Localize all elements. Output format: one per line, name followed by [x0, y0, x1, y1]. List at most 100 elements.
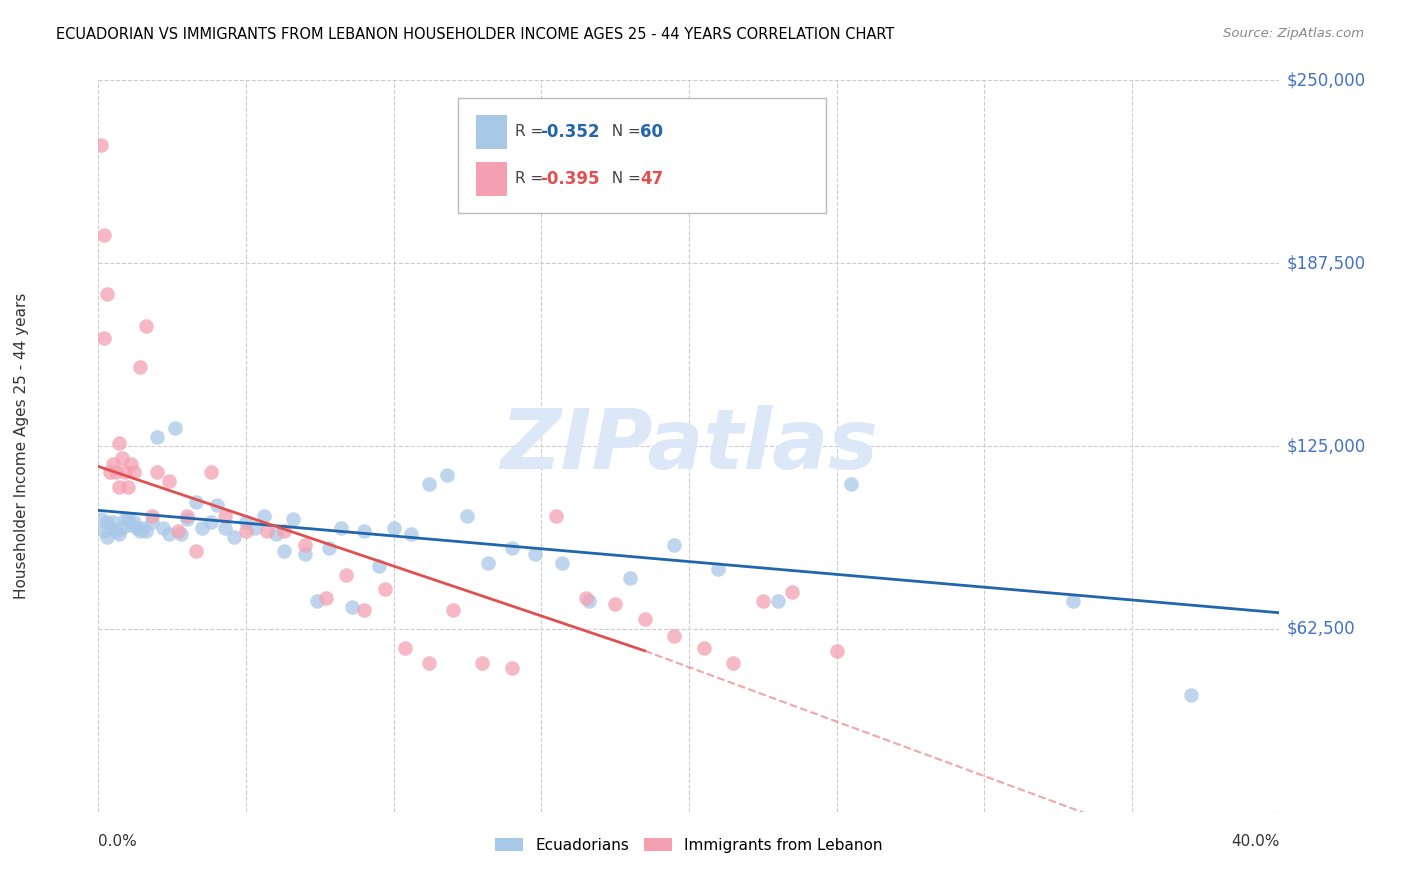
Text: R =: R = — [515, 171, 548, 186]
Point — [707, 562, 730, 576]
Point — [825, 644, 848, 658]
Point — [273, 544, 295, 558]
Point — [664, 629, 686, 643]
Point — [224, 530, 246, 544]
Point — [152, 521, 174, 535]
Text: -0.395: -0.395 — [540, 169, 600, 187]
Text: Source: ZipAtlas.com: Source: ZipAtlas.com — [1223, 27, 1364, 40]
Text: N =: N = — [602, 124, 645, 139]
Point — [283, 512, 305, 526]
Point — [108, 480, 131, 494]
Text: R =: R = — [515, 124, 548, 139]
Point — [184, 494, 207, 508]
Point — [105, 524, 128, 538]
Point — [103, 457, 125, 471]
Point — [477, 556, 499, 570]
Point — [122, 515, 145, 529]
Point — [766, 594, 789, 608]
Text: ZIPatlas: ZIPatlas — [501, 406, 877, 486]
Point — [90, 137, 112, 152]
Point — [146, 466, 169, 480]
Point — [191, 521, 214, 535]
Point — [456, 509, 478, 524]
Point — [441, 603, 464, 617]
Text: 47: 47 — [640, 169, 664, 187]
Point — [157, 526, 180, 541]
Text: Householder Income Ages 25 - 44 years: Householder Income Ages 25 - 44 years — [14, 293, 28, 599]
Text: $250,000: $250,000 — [1286, 71, 1365, 89]
Point — [633, 612, 655, 626]
Point — [574, 591, 596, 606]
Text: -0.352: -0.352 — [540, 123, 600, 141]
Point — [105, 466, 128, 480]
Point — [120, 518, 142, 533]
Point — [135, 319, 157, 334]
Point — [111, 521, 134, 535]
Point — [471, 656, 494, 670]
Point — [170, 526, 193, 541]
Point — [305, 594, 328, 608]
Point — [103, 515, 125, 529]
Point — [176, 509, 198, 524]
Point — [273, 524, 295, 538]
Point — [125, 521, 148, 535]
Text: $125,000: $125,000 — [1286, 437, 1365, 455]
Point — [114, 512, 136, 526]
Point — [329, 521, 352, 535]
Point — [619, 571, 641, 585]
Point — [382, 521, 405, 535]
Point — [108, 436, 131, 450]
Point — [205, 498, 228, 512]
Point — [264, 526, 287, 541]
Point — [353, 603, 375, 617]
Point — [401, 526, 423, 541]
Point — [117, 512, 139, 526]
Text: 0.0%: 0.0% — [98, 834, 138, 849]
Point — [501, 541, 523, 556]
Point — [165, 421, 187, 435]
Point — [96, 515, 118, 529]
Point — [751, 594, 773, 608]
Point — [578, 594, 600, 608]
Point — [315, 591, 337, 606]
Point — [96, 286, 118, 301]
Point — [436, 468, 458, 483]
Text: N =: N = — [602, 171, 645, 186]
Text: 40.0%: 40.0% — [1232, 834, 1279, 849]
Point — [111, 450, 134, 465]
Point — [335, 567, 357, 582]
Point — [605, 597, 627, 611]
Point — [214, 509, 236, 524]
Point — [90, 512, 112, 526]
Point — [167, 524, 190, 538]
Text: $62,500: $62,500 — [1286, 620, 1355, 638]
Point — [501, 661, 523, 675]
Point — [98, 521, 121, 535]
Point — [141, 509, 163, 524]
Point — [374, 582, 396, 597]
Point — [253, 509, 276, 524]
Point — [135, 524, 157, 538]
Point — [93, 524, 115, 538]
Point — [664, 539, 686, 553]
Point — [146, 430, 169, 444]
Point — [157, 474, 180, 488]
Point — [782, 585, 804, 599]
Point — [294, 539, 316, 553]
Point — [1062, 594, 1084, 608]
Point — [693, 640, 716, 655]
Point — [200, 515, 222, 529]
Point — [184, 544, 207, 558]
Point — [235, 515, 257, 529]
Legend: Ecuadorians, Immigrants from Lebanon: Ecuadorians, Immigrants from Lebanon — [489, 831, 889, 859]
Point — [114, 466, 136, 480]
Point — [214, 521, 236, 535]
Point — [551, 556, 574, 570]
Point — [128, 359, 150, 374]
Point — [93, 228, 115, 243]
Point — [342, 599, 364, 614]
Point — [132, 521, 155, 535]
Point — [128, 524, 150, 538]
Point — [256, 524, 278, 538]
Point — [318, 541, 340, 556]
